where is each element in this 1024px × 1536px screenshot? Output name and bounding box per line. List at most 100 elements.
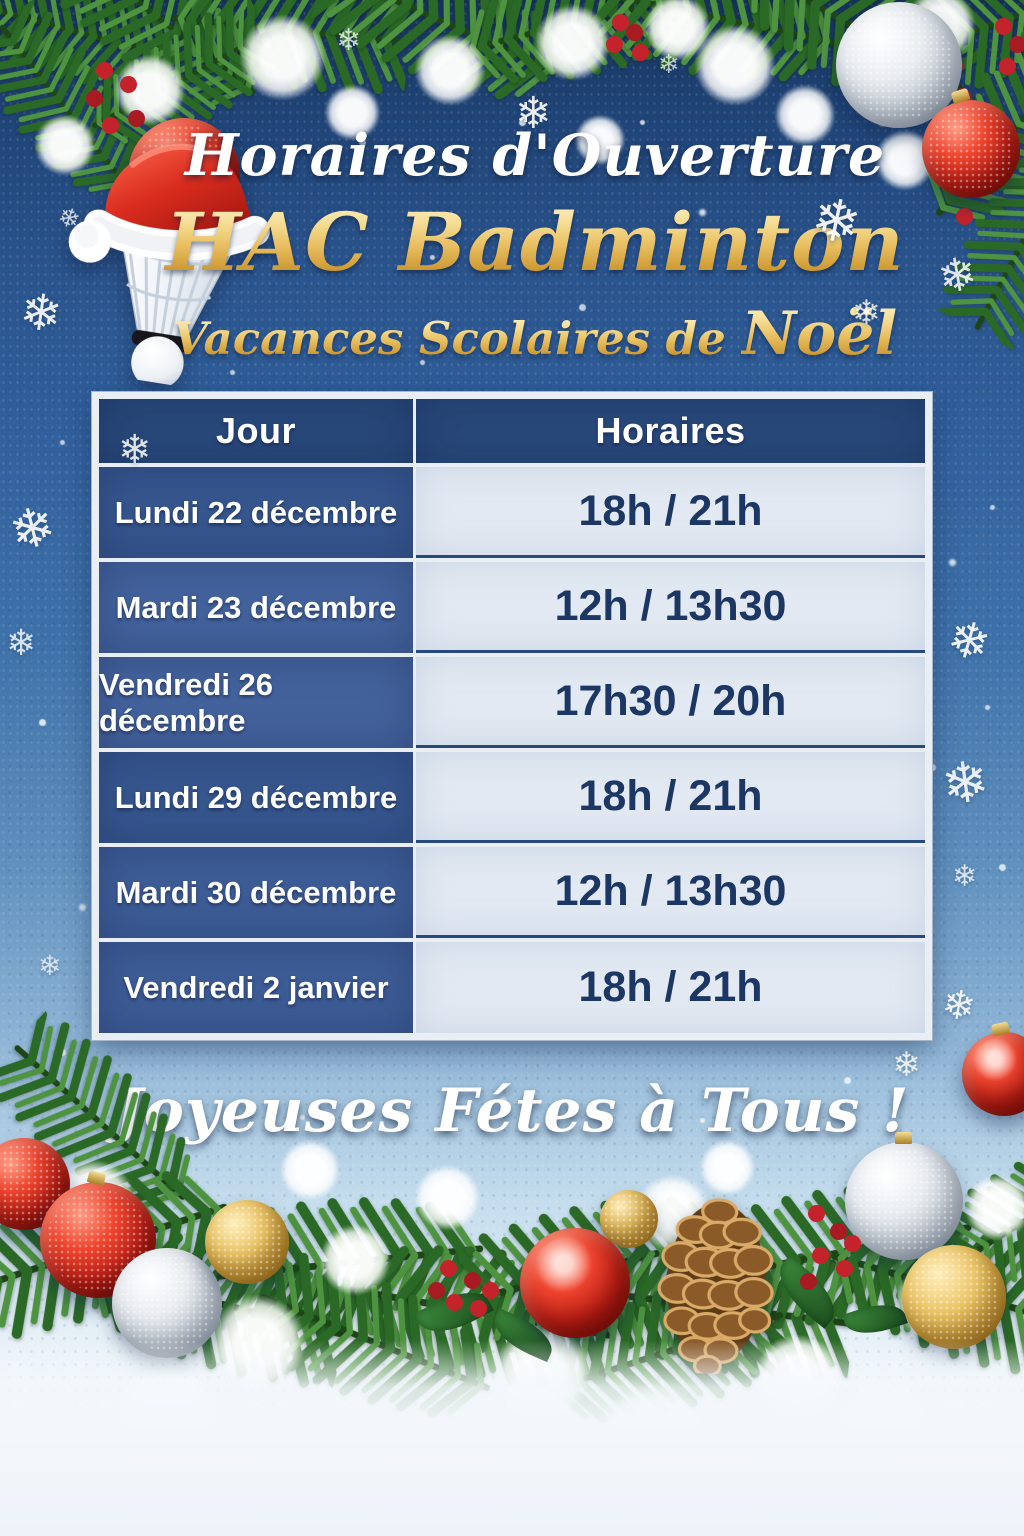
- subtitle-prefix: Vacances Scolaires de: [172, 312, 742, 365]
- ornament-red-icon: [520, 1228, 630, 1338]
- fir-branch-icon: [929, 120, 1024, 355]
- fir-branch-icon: [236, 1238, 515, 1448]
- hours-cell: 18h / 21h: [416, 752, 925, 843]
- snow-clump: [535, 5, 610, 80]
- ornament-cap: [950, 87, 971, 105]
- snow-clump: [695, 25, 775, 105]
- fir-branch-icon: [68, 1204, 363, 1400]
- hours-cell: 18h / 21h: [416, 942, 925, 1033]
- day-cell: Mardi 30 décembre: [99, 847, 413, 938]
- day-cell: Vendredi 26 décembre: [99, 657, 413, 748]
- holly-berries-icon: [440, 1260, 457, 1277]
- day-cell: Lundi 22 décembre: [99, 467, 413, 558]
- holly-berries-icon: [612, 14, 629, 31]
- snow-dots: [0, 0, 5, 5]
- ornament-red-icon: [0, 1138, 70, 1230]
- snow-clump: [700, 1140, 755, 1195]
- snow-clump: [755, 1335, 840, 1420]
- hours-cell: 18h / 21h: [416, 467, 925, 558]
- table-row: Lundi 29 décembre 18h / 21h: [99, 752, 925, 843]
- holly-leaf-icon: [767, 1255, 847, 1329]
- ornament-gold-icon: [902, 1245, 1006, 1349]
- ornament-silver-icon: [836, 2, 962, 128]
- snowflake-icon: ❄: [952, 859, 978, 894]
- table-row: Lundi 22 décembre 18h / 21h: [99, 467, 925, 558]
- fir-branch-icon: [842, 0, 1024, 126]
- ornament-gold-icon: [600, 1190, 658, 1248]
- header-horaires: Horaires: [416, 399, 925, 463]
- snow-clump: [495, 1325, 590, 1420]
- snow-clump: [50, 1160, 135, 1245]
- snow-clump: [595, 1385, 710, 1500]
- day-cell: Vendredi 2 janvier: [99, 942, 413, 1033]
- holly-berries-icon: [96, 62, 113, 79]
- greeting-text: Joyeuses Fétes à Tous !: [114, 1076, 910, 1146]
- snow-clump: [240, 15, 325, 100]
- fir-branch-icon: [527, 1254, 803, 1450]
- schedule-table: Jour Horaires Lundi 22 décembre 18h / 21…: [92, 392, 932, 1040]
- title-block: Horaires d'Ouverture HAC Badminton Vacan…: [150, 122, 920, 369]
- hours-cell: 12h / 13h30: [416, 562, 925, 653]
- page-title: Horaires d'Ouverture: [184, 122, 886, 189]
- fir-branch-icon: [450, 0, 701, 106]
- snow-clump: [635, 1175, 710, 1250]
- snow-clump: [320, 1225, 390, 1295]
- fir-branch-icon: [580, 0, 851, 105]
- bottom-garland: [0, 1120, 1024, 1536]
- ornament-red-icon: [40, 1182, 156, 1298]
- snow-clump: [115, 55, 185, 125]
- subtitle: Vacances Scolaires de Noël: [150, 299, 920, 369]
- fir-branch-icon: [39, 0, 291, 139]
- snowflake-icon: ❄: [336, 23, 362, 58]
- table-header-row: Jour Horaires: [99, 399, 925, 463]
- ornament-silver-icon: [845, 1142, 963, 1260]
- fir-branch-icon: [812, 1190, 1024, 1394]
- snowflake-icon: ❄: [658, 50, 680, 80]
- fir-branch-icon: [335, 1223, 624, 1403]
- club-name-title: HAC Badminton: [150, 195, 920, 289]
- hours-cell: 17h30 / 20h: [416, 657, 925, 748]
- day-cell: Lundi 29 décembre: [99, 752, 413, 843]
- table-row: Vendredi 2 janvier 18h / 21h: [99, 942, 925, 1033]
- table-row: Mardi 30 décembre 12h / 13h30: [99, 847, 925, 938]
- holly-berries-icon: [808, 1205, 825, 1222]
- pinecone-icon: [647, 1189, 784, 1377]
- table-row: Vendredi 26 décembre 17h30 / 20h: [99, 657, 925, 748]
- snowflake-icon: ❄: [933, 245, 981, 305]
- fir-branch-icon: [453, 1169, 748, 1365]
- holly-berries-icon: [995, 18, 1012, 35]
- snow-clump: [415, 35, 485, 105]
- fir-branch-icon: [695, 1160, 986, 1344]
- hours-cell: 12h / 13h30: [416, 847, 925, 938]
- snow-ground: [0, 1340, 1024, 1536]
- snow-clump: [835, 1385, 930, 1480]
- snow-clump: [280, 1140, 340, 1200]
- snowflake-icon: ❄: [38, 949, 62, 982]
- fir-branch-icon: [305, 0, 584, 130]
- snowflake-icon: ❄: [938, 980, 980, 1032]
- ornament-gold-icon: [205, 1200, 289, 1284]
- holly-berries-icon: [946, 58, 963, 75]
- fir-branch-icon: [0, 1142, 249, 1354]
- fir-branch-icon: [0, 0, 195, 110]
- ornament-cap: [86, 1170, 107, 1186]
- day-cell: Mardi 23 décembre: [99, 562, 413, 653]
- snowflake-icon: ❄: [940, 607, 998, 675]
- holly-leaf-icon: [842, 1296, 908, 1342]
- snow-clump: [965, 1175, 1024, 1240]
- snow-clump: [895, 1265, 970, 1340]
- fir-branch-icon: [578, 1224, 862, 1391]
- holly-leaf-icon: [414, 1280, 494, 1344]
- snowflake-icon: ❄: [937, 748, 994, 819]
- ornament-silver-icon: [112, 1248, 222, 1358]
- snow-clump: [905, 0, 975, 60]
- snow-clump: [115, 1365, 220, 1470]
- snow-clump: [415, 1165, 480, 1230]
- ornament-red-icon: [962, 1032, 1024, 1116]
- fir-branch-icon: [164, 0, 415, 102]
- snow-clump: [645, 0, 710, 60]
- fir-branch-icon: [209, 1181, 492, 1343]
- table-row: Mardi 23 décembre 12h / 13h30: [99, 562, 925, 653]
- snow-clump: [210, 1295, 305, 1390]
